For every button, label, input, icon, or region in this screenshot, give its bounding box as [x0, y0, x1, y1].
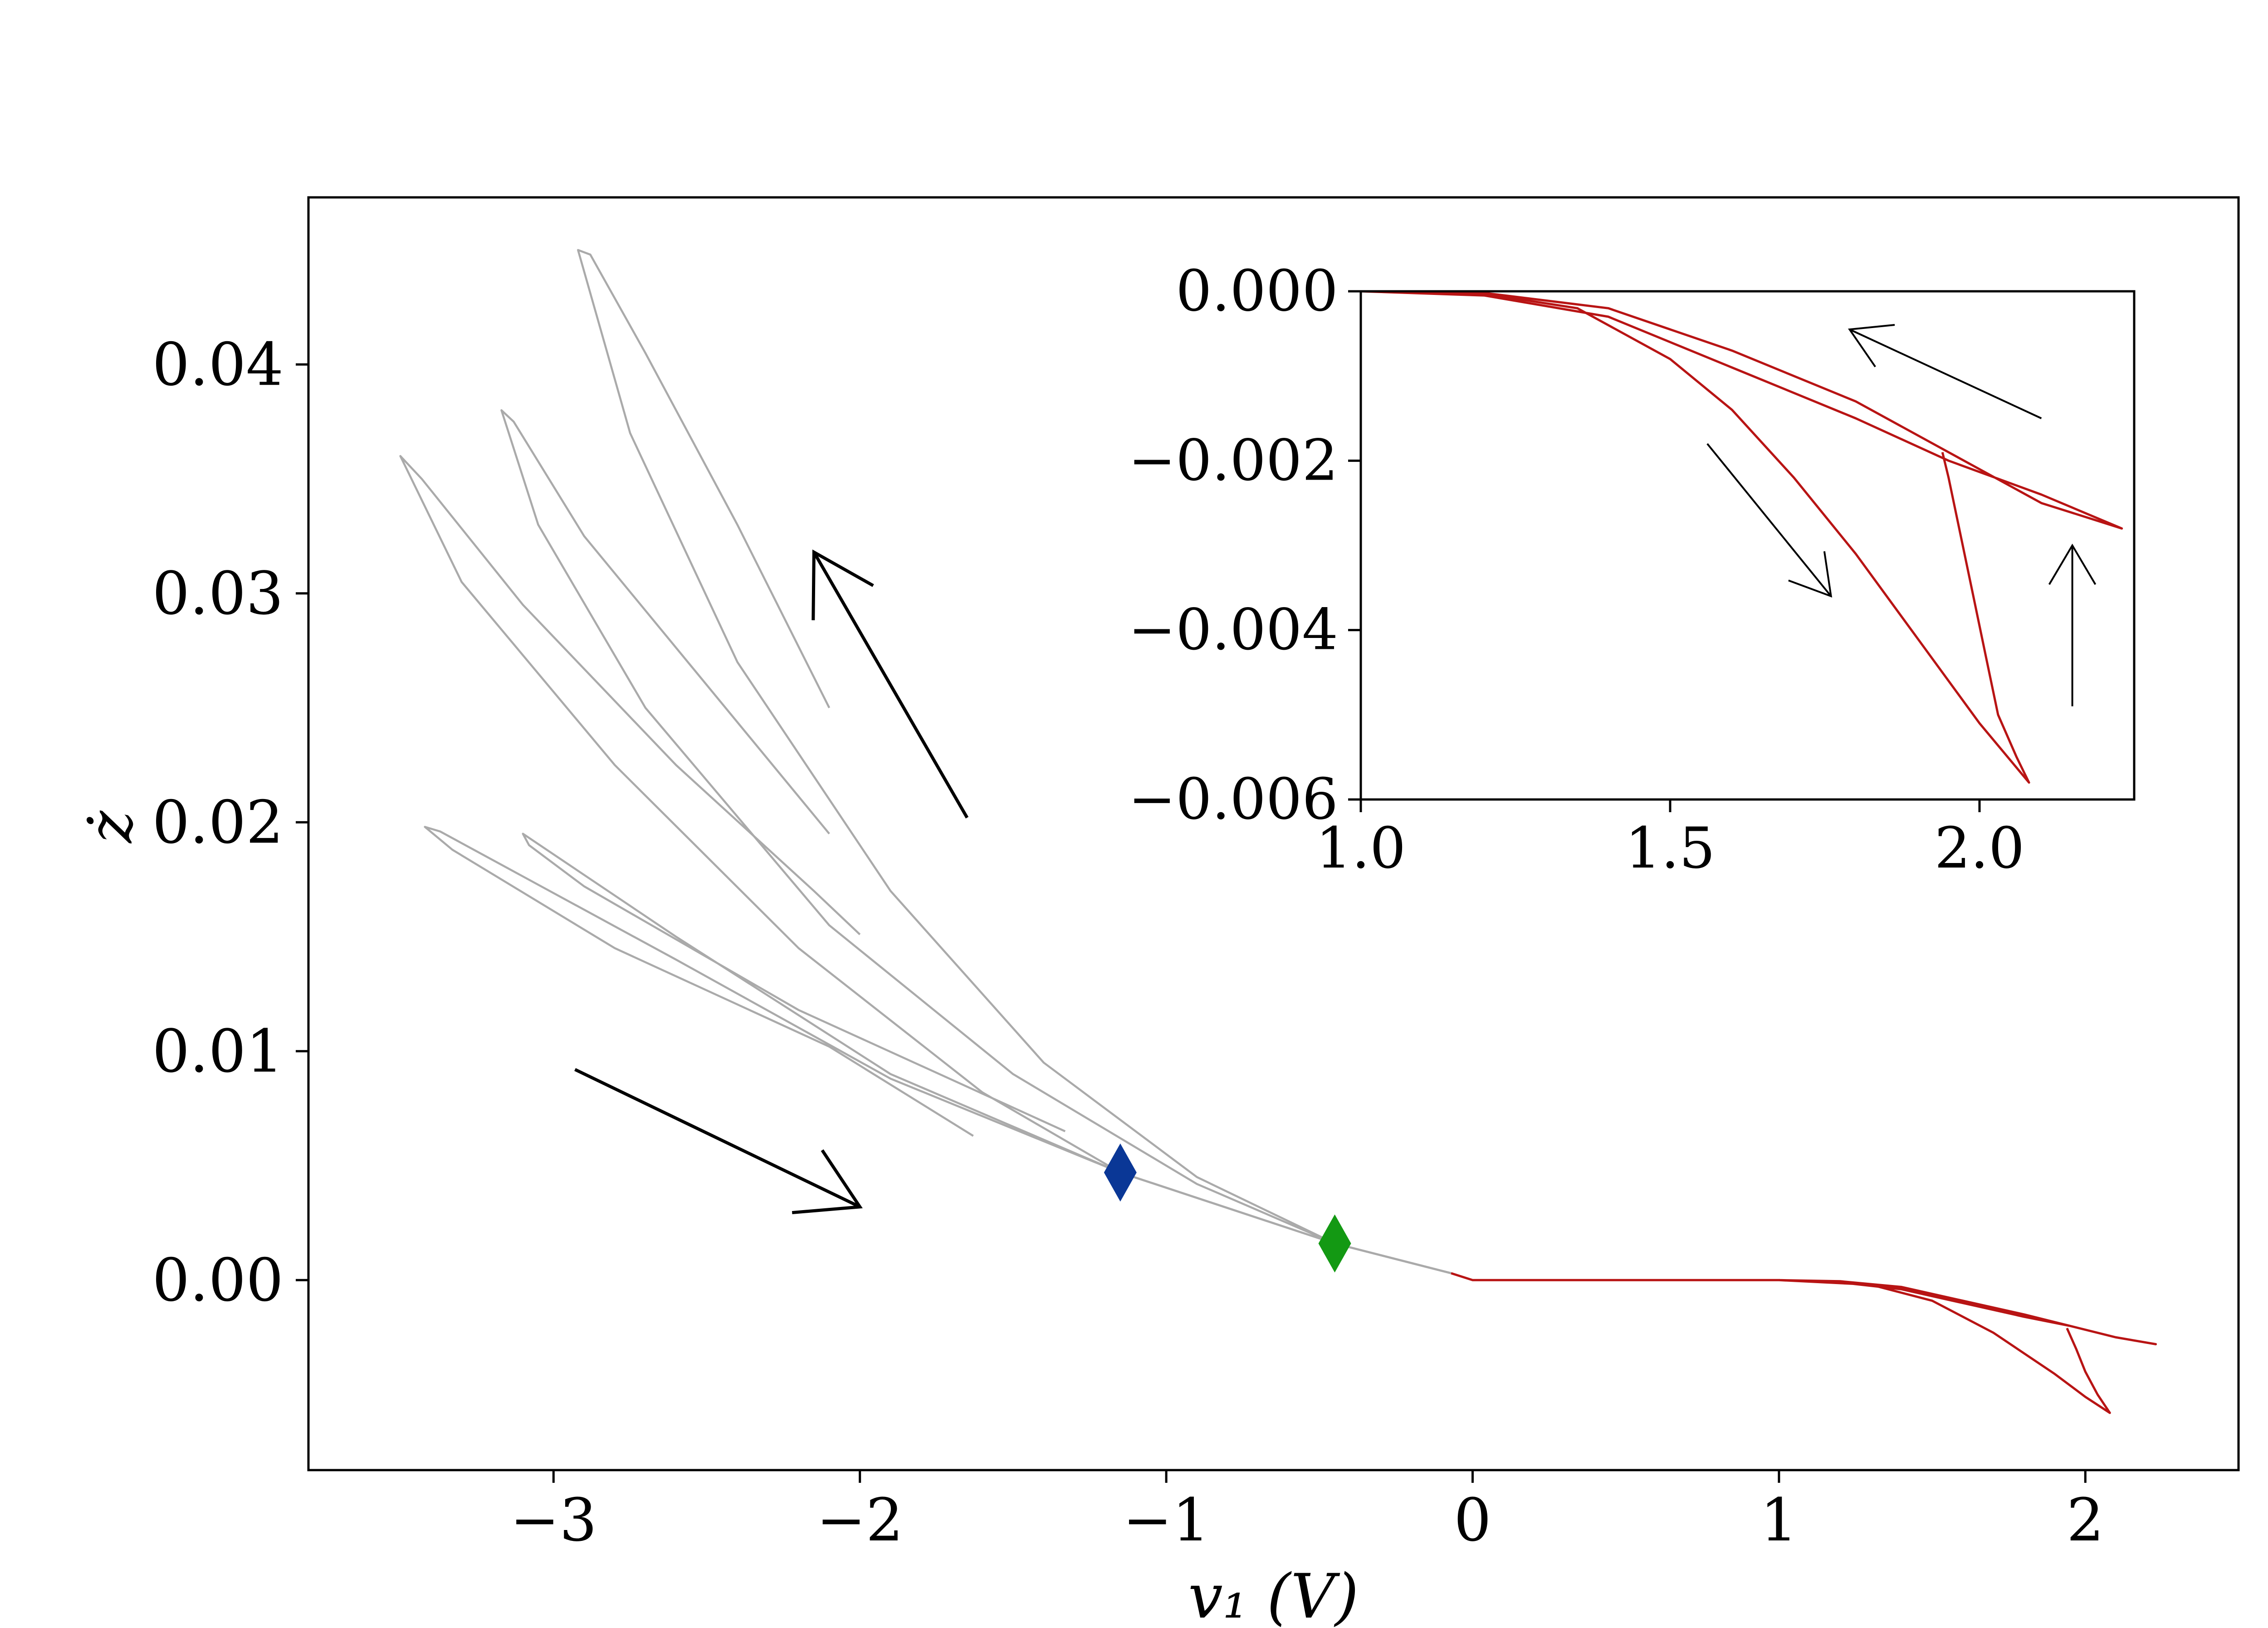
x-tick-label: −2	[816, 1486, 904, 1554]
y-tick-label: 0.02	[152, 788, 284, 857]
diamond-marker-blue	[1104, 1143, 1137, 1202]
main-y-ticks: 0.00 0.01 0.02 0.03 0.04	[152, 330, 308, 1314]
main-plot: −3 −2 −1 0 1 2 0.00 0.01 0.02 0.03 0.04 v₁ (V) ż	[75, 196, 2240, 1628]
inset-curves	[1359, 290, 2123, 784]
main-curve-gray-5	[577, 249, 1452, 1275]
inset-arrow-1-shaft	[1849, 329, 2042, 419]
x-tick-label: 2	[2067, 1486, 2104, 1554]
main-arrow-2-shaft	[574, 1068, 861, 1208]
inset-x-tick-label: 1.5	[1625, 815, 1716, 881]
main-curve-gray-3	[399, 455, 1452, 1275]
inset-y-tick-label: −0.006	[1128, 766, 1338, 832]
inset-y-tick-label: −0.004	[1128, 597, 1338, 663]
main-arrows	[574, 549, 969, 1215]
inset-arrows	[1706, 324, 2097, 706]
inset-y-tick-label: 0.000	[1176, 258, 1338, 324]
inset-curve-red-1	[1359, 290, 2123, 784]
main-arrow-1	[811, 549, 969, 819]
main-curve-gray-4	[500, 409, 1452, 1275]
y-tick-label: 0.00	[152, 1246, 284, 1314]
inset-y-tick-label: −0.002	[1128, 427, 1338, 493]
y-tick-label: 0.01	[152, 1017, 284, 1086]
y-tick-label: 0.04	[152, 330, 284, 399]
inset-background	[1361, 291, 2134, 799]
y-tick-label: 0.03	[152, 559, 284, 628]
main-arrow-2	[574, 1068, 863, 1215]
main-arrow-2-head	[792, 1149, 863, 1215]
y-axis-label: ż	[75, 810, 146, 844]
diamond-marker-green	[1318, 1214, 1351, 1273]
inset-plot: 1.0 1.5 2.0 0.000 −0.002 −0.004 −0.006	[1128, 258, 2136, 881]
inset-x-tick-label: 2.0	[1935, 815, 2025, 881]
inset-y-ticks: 0.000 −0.002 −0.004 −0.006	[1128, 258, 1361, 832]
inset-arrow-1	[1848, 324, 2042, 419]
inset-x-tick-label: 1.0	[1316, 815, 1406, 881]
main-arrow-1-shaft	[812, 551, 969, 819]
x-tick-label: −3	[510, 1486, 597, 1554]
main-arrow-1-head	[811, 549, 874, 620]
inset-arrow-2-head	[1788, 551, 1833, 598]
inset-arrow-3	[2048, 544, 2097, 706]
x-tick-label: −1	[1123, 1486, 1210, 1554]
main-markers	[1104, 1143, 1351, 1273]
inset-arrow-1-head	[1848, 324, 1895, 368]
inset-arrow-3-head	[2048, 544, 2097, 585]
inset-arrow-2	[1706, 443, 1833, 598]
x-axis-label: v₁ (V)	[1188, 1561, 1359, 1628]
inset-plot-frame	[1359, 290, 2136, 801]
x-tick-label: 0	[1454, 1486, 1491, 1554]
x-tick-label: 1	[1760, 1486, 1798, 1554]
inset-x-ticks: 1.0 1.5 2.0	[1316, 799, 2025, 881]
main-curve-gray-1	[424, 826, 1452, 1275]
main-x-ticks: −3 −2 −1 0 1 2	[510, 1470, 2104, 1554]
main-curve-red-6	[1451, 1272, 2157, 1414]
inset-arrow-2-shaft	[1706, 443, 1832, 597]
main-plot-frame	[307, 196, 2240, 1471]
